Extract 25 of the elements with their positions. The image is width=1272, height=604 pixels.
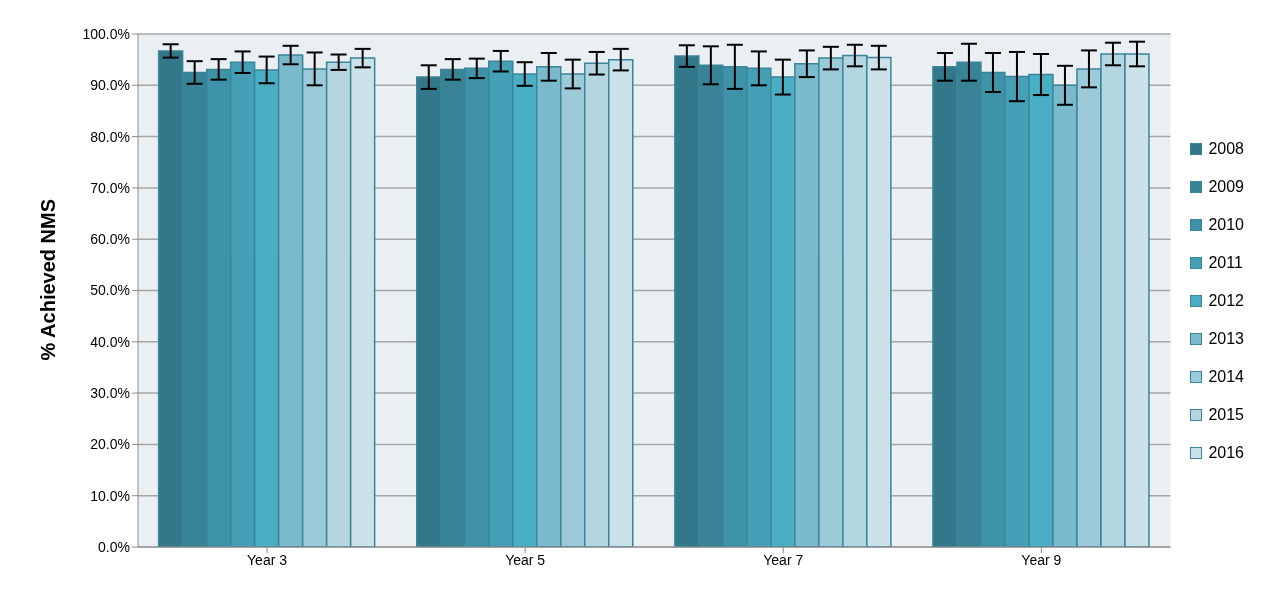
legend-label: 2009	[1208, 177, 1244, 196]
y-tick-label: 30.0%	[90, 385, 130, 402]
legend-label: 2008	[1208, 139, 1244, 158]
legend-label: 2010	[1208, 215, 1244, 234]
y-tick-label: 0.0%	[98, 538, 130, 555]
legend-label: 2011	[1208, 253, 1243, 272]
y-tick-label: 80.0%	[90, 128, 130, 145]
x-tick-label: Year 3	[247, 551, 288, 568]
y-tick-label: 60.0%	[90, 231, 130, 248]
legend-label: 2015	[1208, 405, 1244, 424]
legend-label: 2016	[1208, 443, 1244, 462]
y-axis-title: % Achieved NMS	[37, 198, 60, 361]
legend-label: 2014	[1208, 367, 1244, 386]
y-tick-label: 40.0%	[90, 333, 130, 350]
legend-label: 2012	[1208, 291, 1244, 310]
legend-label: 2013	[1208, 329, 1244, 348]
x-tick-label: Year 9	[1021, 551, 1062, 568]
x-tick-label: Year 5	[505, 551, 546, 568]
y-tick-label: 10.0%	[90, 487, 130, 504]
y-tick-label: 100.0%	[82, 25, 130, 42]
y-tick-label: 20.0%	[90, 436, 130, 453]
y-tick-label: 50.0%	[90, 282, 130, 299]
y-tick-label: 70.0%	[90, 179, 130, 196]
y-tick-label: 90.0%	[90, 77, 130, 94]
x-tick-label: Year 7	[763, 551, 804, 568]
